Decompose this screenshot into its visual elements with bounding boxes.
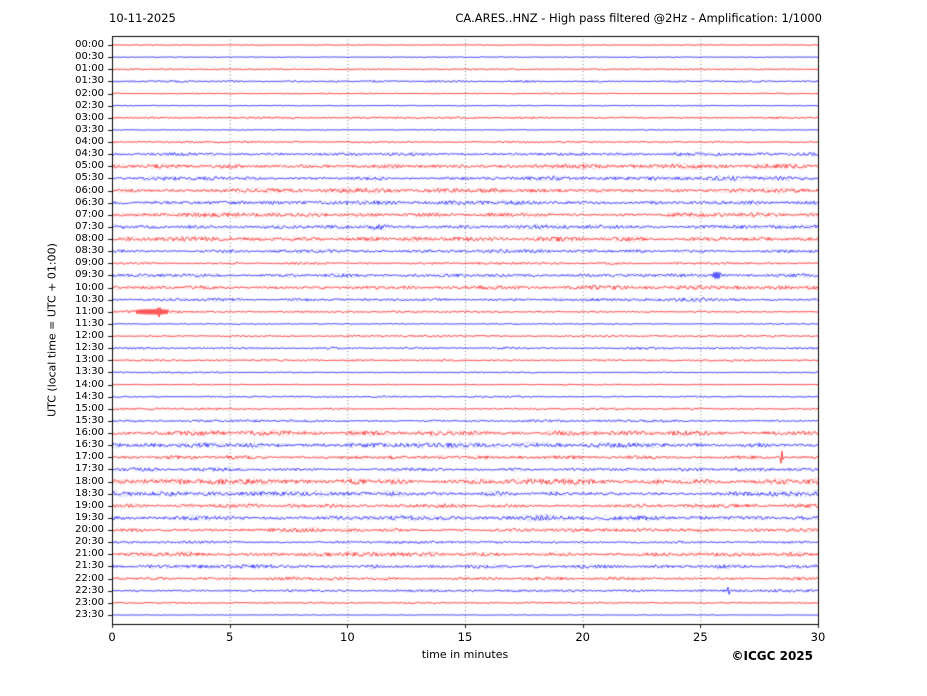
x-axis-title: time in minutes: [421, 648, 509, 661]
date-label: 10-11-2025: [109, 11, 176, 25]
credit-label: ©ICGC 2025: [731, 649, 813, 663]
y-tick-label: 13:30: [75, 366, 104, 378]
y-tick-label: 19:30: [75, 511, 104, 523]
y-tick-label: 14:30: [75, 390, 104, 402]
y-tick-label: 03:00: [75, 111, 104, 123]
y-tick-label: 22:00: [75, 572, 104, 584]
y-tick-label: 05:30: [75, 172, 104, 184]
y-tick-label: 16:00: [75, 427, 104, 439]
y-tick-label: 21:00: [75, 548, 104, 560]
y-tick-label: 02:00: [75, 87, 104, 99]
y-tick-label: 19:00: [75, 499, 104, 511]
y-tick-label: 14:00: [75, 378, 104, 390]
y-tick-label: 10:00: [75, 281, 104, 293]
y-tick-label: 20:30: [75, 536, 104, 548]
y-tick-label: 00:00: [75, 39, 104, 50]
y-tick-label: 17:00: [75, 451, 104, 463]
y-tick-label: 00:30: [75, 51, 104, 63]
y-tick-label: 23:30: [75, 609, 104, 620]
x-tick-label: 20: [575, 630, 590, 644]
y-tick-label: 12:00: [75, 330, 104, 342]
y-tick-label: 20:00: [75, 524, 104, 536]
x-tick-label: 0: [108, 630, 116, 644]
y-tick-label: 09:00: [75, 257, 104, 269]
y-tick-label: 07:30: [75, 220, 104, 232]
x-tick-label: 15: [457, 630, 473, 644]
y-tick-label: 10:30: [75, 293, 104, 305]
y-tick-label: 01:00: [75, 63, 104, 75]
y-tick-label: 22:30: [75, 584, 104, 596]
plot-title: CA.ARES..HNZ - High pass filtered @2Hz -…: [455, 11, 822, 25]
y-tick-label: 04:30: [75, 148, 104, 160]
y-tick-label: 08:00: [75, 233, 104, 245]
y-tick-label: 06:30: [75, 196, 104, 208]
y-tick-label: 21:30: [75, 560, 104, 572]
y-tick-label: 11:00: [75, 305, 104, 317]
y-tick-label: 16:30: [75, 439, 104, 451]
x-tick-label: 30: [810, 630, 826, 644]
y-tick-label: 02:30: [75, 99, 104, 111]
y-tick-label: 04:00: [75, 136, 104, 148]
y-tick-label: 17:30: [75, 463, 104, 475]
x-tick-label: 25: [693, 630, 708, 644]
x-tick-label: 5: [225, 630, 234, 644]
y-tick-label: 09:30: [75, 269, 104, 281]
y-tick-label: 06:00: [75, 184, 104, 196]
y-tick-label: 07:00: [75, 208, 104, 220]
y-tick-label: 11:30: [75, 317, 104, 329]
x-tick-label: 10: [340, 630, 355, 644]
y-tick-label: 15:00: [75, 402, 104, 414]
y-tick-label: 18:30: [75, 487, 104, 499]
y-tick-label: 03:30: [75, 123, 104, 135]
y-tick-label: 13:00: [75, 354, 104, 366]
y-tick-label: 15:30: [75, 414, 104, 426]
y-tick-label: 08:30: [75, 245, 104, 257]
y-tick-label: 18:00: [75, 475, 104, 487]
y-tick-label: 05:00: [75, 160, 104, 172]
y-tick-label: 23:00: [75, 596, 104, 608]
y-tick-label: 12:30: [75, 342, 104, 354]
y-tick-label: 01:30: [75, 75, 104, 87]
